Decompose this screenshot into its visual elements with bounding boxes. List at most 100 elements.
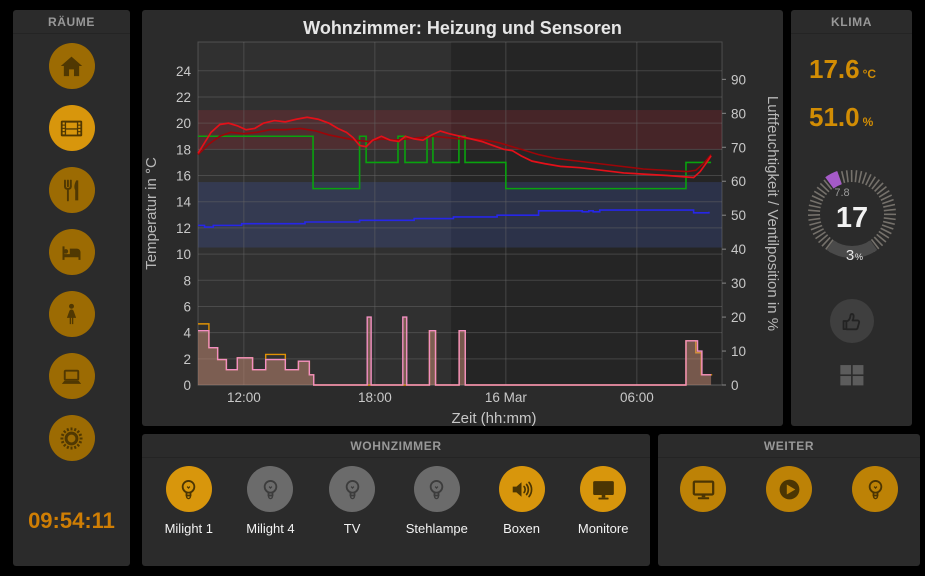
klima-title: KLIMA [791, 10, 912, 34]
x-axis-label: Zeit (hh:mm) [451, 410, 536, 426]
bed-icon [62, 245, 81, 260]
sidebar-item-media-room[interactable] [48, 105, 95, 151]
bulb-icon [345, 479, 359, 499]
svg-text:22: 22 [176, 90, 191, 105]
wohnzimmer-button-milight-1[interactable]: Milight 1 [161, 466, 217, 536]
humidity-value: 51.0 [809, 102, 860, 132]
wohnzimmer-button-label: TV [343, 521, 361, 536]
wohnzimmer-button-stehlampe[interactable]: Stehlampe [406, 466, 468, 536]
wohnzimmer-button-label: Monitore [577, 521, 629, 536]
svg-text:70: 70 [731, 140, 746, 155]
weiter-button-circle[interactable] [680, 466, 726, 512]
humidity-unit: % [862, 115, 874, 129]
temperature-value: 17.6 [809, 54, 860, 84]
windows-icon[interactable] [838, 361, 866, 389]
svg-text:14: 14 [176, 195, 192, 210]
weiter-button-bulb[interactable] [847, 466, 903, 512]
svg-text:30: 30 [731, 276, 746, 291]
svg-text:90: 90 [731, 72, 746, 87]
temperature-unit: °C [862, 67, 877, 81]
wohnzimmer-button-boxen[interactable]: Boxen [494, 466, 550, 536]
utensils-icon [64, 179, 79, 201]
wohnzimmer-button-label: Stehlampe [405, 521, 468, 536]
wohnzimmer-button-label: Boxen [503, 521, 540, 536]
series-temperatur-1 [197, 116, 712, 179]
svg-text:0: 0 [183, 378, 191, 393]
svg-text:18: 18 [176, 142, 191, 157]
sidebar-icon-list [13, 43, 130, 461]
svg-text:0: 0 [731, 378, 739, 393]
sidebar-item-settings[interactable] [48, 415, 95, 461]
weiter-button-monitor-outline[interactable] [675, 466, 731, 512]
thermostat-dial[interactable]: 7.8 17 3% [789, 156, 915, 276]
wohnzimmer-button-circle[interactable] [165, 466, 212, 512]
bulb-icon [182, 479, 196, 499]
series-luftfeuchtigkeit [198, 209, 710, 228]
clock: 09:54:11 [28, 508, 115, 533]
svg-text:16 Mar: 16 Mar [485, 390, 528, 405]
svg-text:4: 4 [183, 326, 191, 341]
svg-text:16: 16 [176, 169, 191, 184]
klima-panel: KLIMA 17.6 °C 51.0% 7.8 17 3% [791, 10, 912, 426]
svg-text:50: 50 [731, 208, 746, 223]
chart-title: Wohnzimmer: Heizung und Sensoren [303, 18, 622, 38]
weiter-button-row [658, 458, 920, 512]
bulb-icon [430, 479, 444, 499]
wohnzimmer-title: WOHNZIMMER [142, 434, 650, 458]
weiter-panel: WEITER [658, 434, 920, 566]
svg-text:18:00: 18:00 [358, 390, 392, 405]
wohnzimmer-button-label: Milight 4 [246, 521, 295, 536]
wohnzimmer-button-circle[interactable] [498, 466, 545, 512]
wohnzimmer-button-monitore[interactable]: Monitore [575, 466, 631, 536]
dial-current-temp: 7.8 [834, 187, 849, 199]
monitor-solid-icon [592, 480, 614, 500]
svg-text:8: 8 [183, 273, 191, 288]
series-soll-temperatur [198, 135, 712, 190]
svg-text:06:00: 06:00 [620, 390, 654, 405]
speaker-icon [512, 481, 533, 497]
wohnzimmer-button-milight-4[interactable]: Milight 4 [242, 466, 298, 536]
dial-valve-value: 3 [845, 247, 853, 264]
weiter-button-circle[interactable] [766, 466, 812, 512]
sidebar-title: RÄUME [13, 10, 130, 34]
svg-text:60: 60 [731, 174, 746, 189]
weiter-button-circle[interactable] [852, 466, 898, 512]
thumb-up-button[interactable] [829, 299, 874, 343]
svg-text:12: 12 [176, 221, 191, 236]
sidebar-item-home[interactable] [48, 43, 95, 89]
wohnzimmer-button-circle[interactable] [580, 466, 627, 512]
sidebar-item-bathroom[interactable] [48, 291, 95, 337]
right-axis-label: Luftfeuchtigkeit / Ventilposition in % [764, 96, 781, 331]
monitor-outline-icon [692, 480, 714, 499]
weiter-title: WEITER [658, 434, 920, 458]
wohnzimmer-button-tv[interactable]: TV [324, 466, 380, 536]
sidebar-item-office[interactable] [48, 353, 95, 399]
weiter-button-play[interactable] [761, 466, 817, 512]
temperature-reading: 17.6 °C [809, 54, 876, 85]
film-icon [60, 120, 83, 136]
series-ventilposition-rosa [198, 316, 712, 386]
svg-text:12:00: 12:00 [227, 390, 261, 405]
wohnzimmer-button-circle[interactable] [329, 466, 376, 512]
home-icon [60, 56, 83, 76]
svg-text:20: 20 [176, 116, 191, 131]
gear-icon [60, 426, 83, 450]
svg-text:2: 2 [183, 352, 191, 367]
laptop-icon [61, 369, 82, 384]
wohnzimmer-button-circle[interactable] [247, 466, 294, 512]
play-icon [779, 479, 799, 499]
sidebar-item-kitchen[interactable] [48, 167, 95, 213]
svg-text:6: 6 [183, 299, 191, 314]
humidity-reading: 51.0% [809, 102, 873, 133]
bulb-icon [263, 479, 278, 499]
rooms-sidebar: RÄUME 09:54:11 [13, 10, 130, 566]
svg-text:10: 10 [731, 344, 746, 359]
wohnzimmer-button-label: Milight 1 [164, 521, 214, 536]
svg-text:10: 10 [176, 247, 191, 262]
sidebar-item-bedroom[interactable] [48, 229, 95, 275]
wohnzimmer-button-row: Milight 1 Milight 4 TV Stehlampe Boxen Monito… [142, 458, 650, 536]
wohnzimmer-panel: WOHNZIMMER Milight 1 Milight 4 TV Stehlampe… [142, 434, 650, 566]
dial-setpoint: 17 [835, 202, 867, 234]
wohnzimmer-button-circle[interactable] [413, 466, 460, 512]
